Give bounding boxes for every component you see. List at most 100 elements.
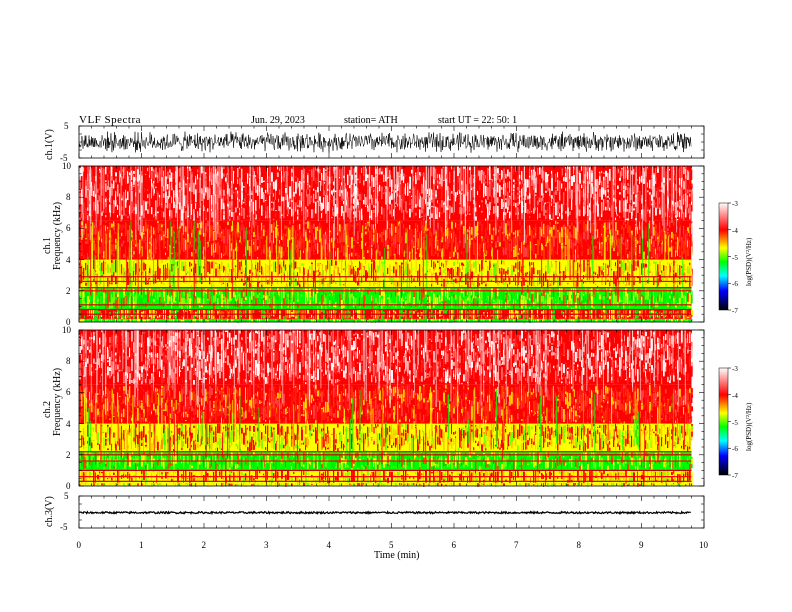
spec-texel xyxy=(485,310,487,317)
spec-texel xyxy=(457,288,459,292)
spec-texel xyxy=(537,270,539,275)
spec-texel xyxy=(99,311,101,316)
spec-texel xyxy=(271,284,273,287)
spec-texel xyxy=(573,278,575,287)
spec-texel xyxy=(453,279,455,282)
spec-texel xyxy=(165,269,167,281)
spec-texel xyxy=(397,291,399,296)
spec-texel xyxy=(351,237,353,249)
spec-texel xyxy=(323,233,325,245)
spec-texel xyxy=(323,243,325,246)
spec-texel xyxy=(215,268,217,278)
spec-texel xyxy=(159,234,161,242)
spec-texel xyxy=(275,309,277,316)
spec-texel xyxy=(111,319,113,322)
spec-texel xyxy=(201,313,203,318)
spec-texel xyxy=(127,268,129,280)
spec-texel xyxy=(433,294,435,307)
spec-texel xyxy=(445,278,447,288)
spec-texel xyxy=(353,224,355,235)
spec-texel xyxy=(557,292,559,297)
spec-texel xyxy=(277,319,279,322)
spec-texel xyxy=(183,297,185,304)
spec-texel xyxy=(491,309,493,315)
spec-texel xyxy=(643,296,645,304)
spec-texel xyxy=(383,221,385,230)
spec-texel xyxy=(171,226,173,237)
spec-texel xyxy=(287,310,289,314)
spec-texel xyxy=(97,288,99,295)
spec-texel xyxy=(173,318,175,323)
spec-texel xyxy=(175,261,177,268)
spec-texel xyxy=(153,227,155,233)
spec-texel xyxy=(121,232,123,237)
spec-texel xyxy=(321,294,323,305)
spec-texel xyxy=(657,264,659,276)
spec-texel xyxy=(237,231,239,237)
spec-texel xyxy=(405,297,407,303)
spec-texel xyxy=(369,318,371,323)
spec-texel xyxy=(253,238,255,241)
spec-texel xyxy=(285,319,287,322)
spec-texel xyxy=(79,267,81,280)
spec-texel xyxy=(191,291,193,299)
spec-texel xyxy=(485,299,487,309)
spec-texel xyxy=(481,270,483,276)
spec-texel xyxy=(281,273,283,276)
spec-texel xyxy=(85,319,87,322)
spec-texel xyxy=(649,294,651,298)
spec-texel xyxy=(367,305,369,307)
spec-texel xyxy=(521,278,523,282)
spec-texel xyxy=(535,288,537,300)
spec-texel xyxy=(109,292,111,303)
spec-texel xyxy=(201,222,203,235)
spec-texel xyxy=(137,299,139,306)
spec-texel xyxy=(617,259,619,273)
spec-texel xyxy=(287,250,289,257)
spec-texel xyxy=(111,274,113,282)
spec-texel xyxy=(429,279,431,285)
spec-texel xyxy=(151,260,153,268)
spec-texel xyxy=(357,270,359,281)
spec-texel xyxy=(533,319,535,322)
spec-texel xyxy=(309,221,311,231)
spec-texel xyxy=(219,224,221,235)
spec-texel xyxy=(353,288,355,297)
spec-texel xyxy=(159,309,161,318)
spec-texel xyxy=(155,246,157,249)
spec-texel xyxy=(275,298,277,308)
spec-texel xyxy=(625,281,627,285)
spec-texel xyxy=(649,263,651,272)
spec-texel xyxy=(455,318,457,323)
spec-texel xyxy=(557,296,559,303)
spec-texel xyxy=(285,248,287,252)
spec-texel xyxy=(217,263,219,267)
spec-texel xyxy=(159,268,161,281)
spec-texel xyxy=(379,239,381,244)
spec-texel xyxy=(331,296,333,309)
spec-texel xyxy=(607,268,609,275)
spec-texel xyxy=(141,237,143,245)
spec-texel xyxy=(321,273,323,285)
spec-texel xyxy=(603,301,605,306)
spec-texel xyxy=(431,259,433,268)
spec-texel xyxy=(347,235,349,246)
spec-texel xyxy=(469,310,471,318)
spec-texel xyxy=(95,280,97,285)
spec-texel xyxy=(515,274,517,286)
spec-texel xyxy=(641,265,643,270)
spec-texel xyxy=(639,265,641,279)
spec-texel xyxy=(437,252,439,257)
spec-texel xyxy=(125,249,127,259)
ytick-label: 4 xyxy=(66,418,71,429)
spec-texel xyxy=(415,253,417,259)
spec-texel xyxy=(467,280,469,288)
spec-texel xyxy=(273,296,275,309)
spec-texel xyxy=(105,230,107,236)
spec-texel xyxy=(469,319,471,322)
spec-texel xyxy=(461,267,463,279)
spec-texel xyxy=(411,293,413,305)
spec-texel xyxy=(275,318,277,322)
spec-texel xyxy=(479,310,481,316)
spec-texel xyxy=(489,295,491,306)
